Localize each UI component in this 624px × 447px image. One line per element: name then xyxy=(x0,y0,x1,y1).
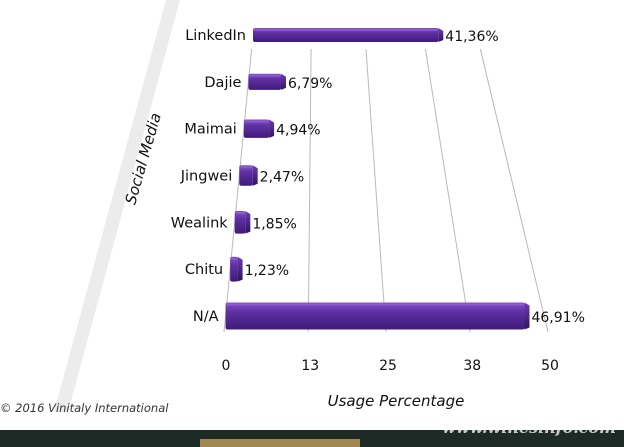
value-label: 4,94% xyxy=(276,123,320,139)
bar-end-cap xyxy=(280,73,286,90)
bar-chitu xyxy=(230,256,238,282)
bar-highlight xyxy=(254,29,438,31)
bar-jingwei xyxy=(239,165,253,186)
x-tick-label: 50 xyxy=(541,358,559,374)
copyright-note: © 2016 Vinitaly International xyxy=(0,401,169,415)
bar-chart: 0 13 25 38 50 LinkedIn 41,36% Dajie 6,79% Maimai 4… xyxy=(54,0,585,412)
value-label: 1,85% xyxy=(252,216,296,232)
labels: 0 13 25 38 50 LinkedIn 41,36% Dajie 6,79% Maimai 4… xyxy=(171,28,585,374)
bar-n-a xyxy=(225,302,525,330)
bar-end-cap xyxy=(245,211,251,234)
value-label: 2,47% xyxy=(260,170,304,186)
value-label: 1,23% xyxy=(245,263,289,279)
value-label: 6,79% xyxy=(288,76,332,92)
footer-bar xyxy=(0,430,624,447)
bar-end-cap xyxy=(252,165,258,186)
floor-stripe xyxy=(54,0,180,412)
bar-wealink xyxy=(234,211,246,234)
category-label: N/A xyxy=(193,309,219,325)
bar-dajie xyxy=(248,73,281,90)
category-label: Dajie xyxy=(204,75,241,91)
bar-maimai xyxy=(243,119,270,138)
bars xyxy=(225,28,530,330)
category-label: Wealink xyxy=(171,215,229,231)
bar-highlight xyxy=(231,257,237,260)
category-label: LinkedIn xyxy=(185,28,246,44)
grid-lines xyxy=(223,48,549,333)
category-label: Maimai xyxy=(184,122,236,138)
value-label: 41,36% xyxy=(445,29,498,45)
category-label: Chitu xyxy=(185,262,223,278)
bar-linkedin xyxy=(253,28,439,42)
grid-line-50 xyxy=(479,48,549,333)
grid-line-38 xyxy=(424,48,471,333)
bar-end-cap xyxy=(269,119,275,138)
grid-line-25 xyxy=(365,48,387,333)
bar-end-cap xyxy=(524,302,530,330)
category-label: Jingwei xyxy=(180,169,233,185)
x-axis-title: Usage Percentage xyxy=(328,392,465,410)
bar-highlight xyxy=(249,74,280,77)
value-label: 46,91% xyxy=(531,310,584,326)
watermark: www.winesinfo.com xyxy=(442,418,616,437)
bar-highlight xyxy=(244,120,269,123)
x-tick-label: 13 xyxy=(301,358,319,374)
grid-line-0 xyxy=(223,48,253,333)
bar-highlight xyxy=(240,166,252,169)
grid-line-13 xyxy=(307,48,312,333)
x-tick-label: 38 xyxy=(463,358,481,374)
bar-highlight xyxy=(235,212,245,214)
bar-end-cap xyxy=(237,256,243,282)
bar-highlight xyxy=(226,303,524,306)
x-tick-label: 25 xyxy=(379,358,397,374)
footer-accent xyxy=(200,439,360,447)
x-tick-label: 0 xyxy=(222,358,231,374)
bar-end-cap xyxy=(438,28,444,42)
